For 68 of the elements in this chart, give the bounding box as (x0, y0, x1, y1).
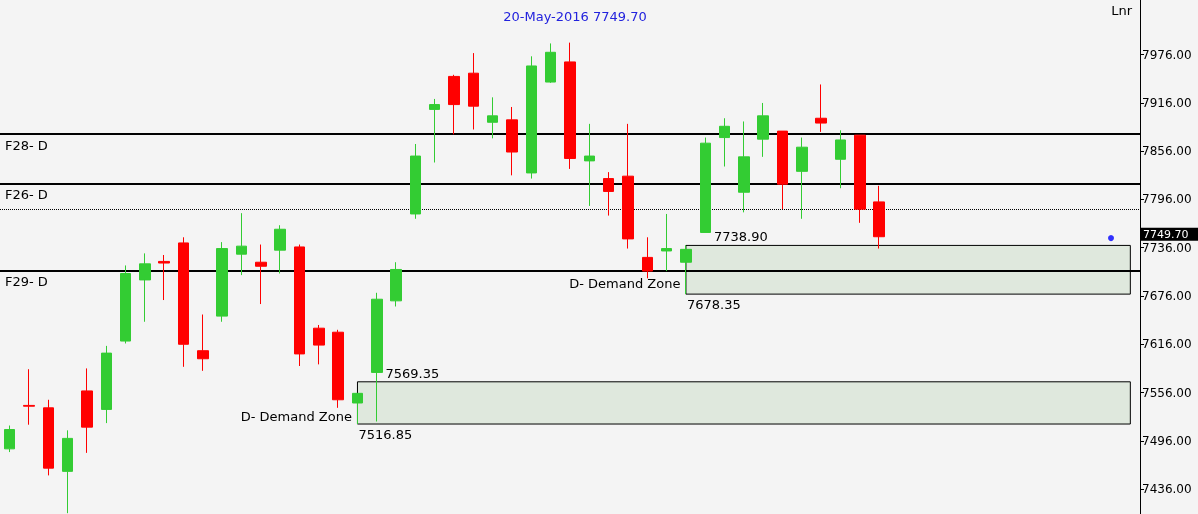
candlestick (429, 98, 440, 163)
candlestick (873, 185, 885, 250)
candlestick (274, 224, 286, 274)
y-tick-label: 7496.00 (1142, 433, 1192, 448)
candlestick (390, 261, 402, 307)
candlestick (255, 244, 267, 305)
candlestick (545, 42, 556, 84)
y-tick-label: 7796.00 (1142, 192, 1192, 207)
candlestick (796, 137, 808, 220)
candlestick (603, 171, 614, 217)
candlestick (332, 329, 344, 409)
candlestick (23, 368, 35, 426)
candlestick (101, 345, 112, 424)
candlestick (216, 241, 228, 323)
candlestick (178, 236, 189, 368)
candlestick (294, 244, 305, 367)
candlestick (487, 96, 498, 139)
annotation: 7516.85 (358, 427, 413, 443)
ref-line-label: F28- D (5, 137, 48, 153)
candlestick (564, 42, 576, 170)
candlestick (835, 129, 846, 189)
candlestick (854, 134, 866, 224)
ref-line-label: F26- D (5, 187, 48, 203)
candlestick (622, 123, 634, 250)
y-tick-label: 7916.00 (1142, 95, 1192, 110)
candlestick (371, 292, 383, 422)
annotation: 7569.35 (385, 365, 440, 381)
candlestick (526, 55, 537, 180)
candlestick (62, 429, 73, 514)
y-tick-label: 7676.00 (1142, 289, 1192, 304)
candlestick (352, 392, 363, 425)
candlestick (777, 130, 788, 210)
candlestick (81, 367, 93, 454)
y-tick-label: 7436.00 (1142, 482, 1192, 497)
candlestick (4, 425, 15, 453)
annotation: 7738.90 (713, 229, 768, 245)
annotation: 7678.35 (686, 297, 741, 313)
text: 7749.70 (1143, 227, 1189, 241)
candlestick (680, 244, 692, 295)
candlestick (197, 314, 209, 372)
candlestick (506, 106, 518, 176)
candlestick (43, 399, 54, 476)
candlestick (158, 254, 170, 301)
band-label: D- Demand Zone (569, 276, 681, 292)
candlestick (236, 212, 247, 276)
candlestick (313, 324, 325, 365)
candlestick (738, 120, 750, 213)
candlestick (139, 252, 151, 323)
candlestick (584, 123, 595, 207)
candlestick (448, 74, 460, 135)
candlestick (757, 102, 769, 158)
ref-line-label: F29- D (5, 274, 48, 290)
y-tick-label: 7856.00 (1142, 144, 1192, 159)
candlestick (410, 143, 421, 220)
y-tick-label: 7976.00 (1142, 47, 1192, 62)
y-tick-label: 7556.00 (1142, 385, 1192, 400)
candlestick (642, 236, 653, 279)
annotation: Lnr (1111, 3, 1133, 18)
text: 20-May-2016 7749.70 (503, 9, 647, 24)
band-label: D- Demand Zone (240, 409, 352, 425)
candlestick (120, 264, 131, 344)
y-tick-label: 7616.00 (1142, 337, 1192, 352)
candlestick (468, 52, 479, 131)
candlestick (815, 83, 827, 133)
candlestick (661, 213, 672, 272)
y-tick-label: 7736.00 (1142, 240, 1192, 255)
candlestick (700, 137, 711, 233)
candlestick (719, 117, 730, 168)
